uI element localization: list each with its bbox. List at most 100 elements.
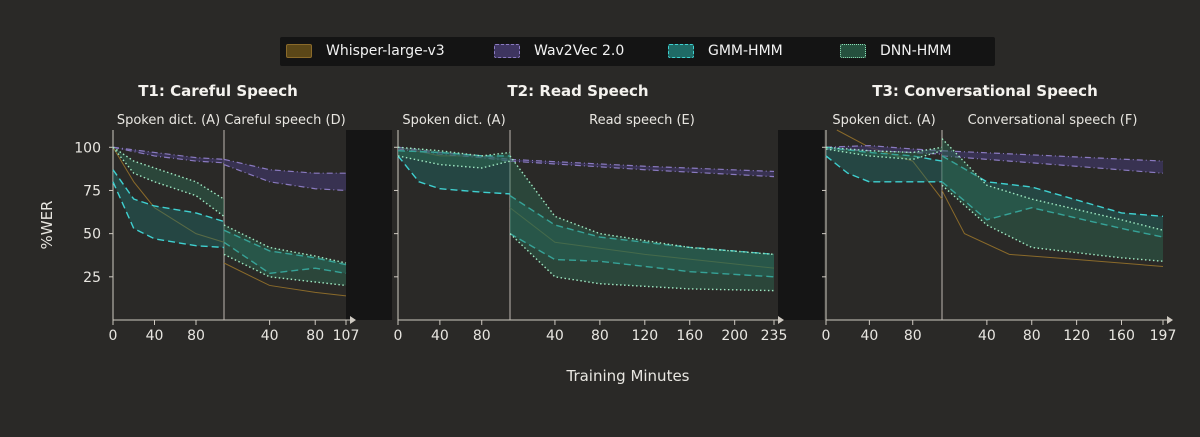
panel-3-title-rest: : Conversational Speech <box>893 82 1098 100</box>
series-upper-dnn-hmm <box>223 224 347 264</box>
panel-2-title-rest: : Read Speech <box>528 82 648 100</box>
x-tick-label: 120 <box>631 328 658 344</box>
series-line-whisper-large-v3 <box>836 129 943 200</box>
panel-3-x-arrow <box>1167 316 1173 324</box>
y-axis-title: %WER <box>38 201 56 250</box>
x-tick-label: 40 <box>261 328 279 344</box>
x-tick-label: 80 <box>591 328 609 344</box>
series-band-gmm-hmm <box>826 147 942 182</box>
series-lower-dnn-hmm <box>223 253 347 287</box>
series-lower-wav2vec-2-0 <box>509 160 775 178</box>
series-band-wav2vec-2-0 <box>510 159 774 177</box>
series-band-dnn-hmm <box>113 147 224 217</box>
series-lower-gmm-hmm <box>223 241 347 275</box>
x-tick-label: 80 <box>473 328 491 344</box>
legend-item-dnn: DNN-HMM <box>840 41 951 61</box>
panel-gap-1 <box>346 130 392 320</box>
x-tick-label: 80 <box>187 328 205 344</box>
series-upper-gmm-hmm <box>112 169 225 223</box>
series-lower-gmm-hmm <box>509 233 775 278</box>
x-tick-label: 107 <box>333 328 360 344</box>
panel-3-title-bold: T3 <box>872 82 893 100</box>
x-tick-label: 160 <box>1108 328 1135 344</box>
series-band-dnn-hmm <box>942 138 1163 262</box>
panel-2-title: T2: Read Speech <box>507 82 648 100</box>
x-tick-label: 235 <box>761 328 788 344</box>
panel-1-title-bold: T1 <box>138 82 159 100</box>
series-band-gmm-hmm <box>510 195 774 277</box>
series-line-whisper-large-v3 <box>941 190 1164 267</box>
series-line-whisper-large-v3 <box>223 262 347 297</box>
series-upper-wav2vec-2-0 <box>509 158 775 173</box>
panel-2-x-arrow <box>778 316 784 324</box>
legend-swatch-whisper <box>286 44 312 58</box>
x-tick-label: 200 <box>721 328 748 344</box>
legend-label-wav2vec: Wav2Vec 2.0 <box>534 43 625 59</box>
series-lower-gmm-hmm <box>825 155 942 183</box>
x-tick-label: 0 <box>109 328 118 344</box>
x-tick-label: 40 <box>146 328 164 344</box>
legend-swatch-gmm <box>668 44 694 58</box>
series-lower-gmm-hmm <box>397 155 511 195</box>
panel-2-segment-1-label: Spoken dict. (A) <box>402 113 505 128</box>
series-band-dnn-hmm <box>826 147 942 160</box>
x-tick-label: 40 <box>431 328 449 344</box>
series-band-dnn-hmm <box>224 225 346 286</box>
series-lower-gmm-hmm <box>112 181 225 249</box>
panel-2-segment-2-label: Read speech (E) <box>589 113 695 128</box>
series-upper-gmm-hmm <box>941 155 1164 218</box>
series-upper-wav2vec-2-0 <box>941 150 1164 162</box>
legend-swatch-wav2vec <box>494 44 520 58</box>
y-tick-label: 75 <box>83 183 101 199</box>
series-upper-gmm-hmm <box>223 229 347 266</box>
x-tick-label: 40 <box>978 328 996 344</box>
series-lower-dnn-hmm <box>397 155 511 169</box>
legend-item-whisper: Whisper-large-v3 <box>286 41 445 61</box>
x-tick-label: 80 <box>1023 328 1041 344</box>
series-upper-dnn-hmm <box>112 146 225 200</box>
series-upper-wav2vec-2-0 <box>223 158 346 174</box>
legend-label-whisper: Whisper-large-v3 <box>326 43 445 59</box>
panel-1-segment-2-label: Careful speech (D) <box>224 113 345 128</box>
x-axis-title: Training Minutes <box>565 367 689 385</box>
panel-3-segment-1-label: Spoken dict. (A) <box>832 113 935 128</box>
legend-label-gmm: GMM-HMM <box>708 43 783 59</box>
series-line-whisper-large-v3 <box>509 207 775 269</box>
panel-1-x-arrow <box>350 316 356 324</box>
legend-item-gmm: GMM-HMM <box>668 41 783 61</box>
panel-1-title-rest: : Careful Speech <box>159 82 298 100</box>
x-tick-label: 160 <box>676 328 703 344</box>
y-tick-label: 25 <box>83 270 101 286</box>
y-tick-label: 50 <box>83 227 101 243</box>
legend: Whisper-large-v3 Wav2Vec 2.0 GMM-HMM DNN… <box>280 37 995 66</box>
series-upper-dnn-hmm <box>397 146 511 157</box>
series-upper-gmm-hmm <box>825 146 943 162</box>
series-lower-wav2vec-2-0 <box>941 155 1164 174</box>
legend-item-wav2vec: Wav2Vec 2.0 <box>494 41 624 61</box>
x-tick-label: 120 <box>1063 328 1090 344</box>
x-tick-label: 80 <box>306 328 324 344</box>
panel-2-title-bold: T2 <box>507 82 528 100</box>
legend-swatch-dnn <box>840 44 866 58</box>
x-tick-label: 80 <box>904 328 922 344</box>
panel-3-title: T3: Conversational Speech <box>872 82 1098 100</box>
panel-3-segment-2-label: Conversational speech (F) <box>968 113 1138 128</box>
panel-1-title: T1: Careful Speech <box>138 82 298 100</box>
series-band-dnn-hmm <box>398 147 510 168</box>
series-upper-gmm-hmm <box>509 195 775 256</box>
series-upper-wav2vec-2-0 <box>825 144 943 152</box>
series-lower-gmm-hmm <box>941 181 1164 238</box>
legend-label-dnn: DNN-HMM <box>880 43 952 59</box>
series-band-wav2vec-2-0 <box>224 159 346 191</box>
x-tick-label: 40 <box>860 328 878 344</box>
y-tick-label: 100 <box>74 140 101 156</box>
x-tick-label: 197 <box>1150 328 1177 344</box>
panel-gap-2 <box>778 130 824 320</box>
panel-1-segment-1-label: Spoken dict. (A) <box>117 113 220 128</box>
x-tick-label: 0 <box>822 328 831 344</box>
series-upper-dnn-hmm <box>825 146 943 154</box>
series-band-wav2vec-2-0 <box>942 150 1163 174</box>
x-tick-label: 40 <box>546 328 564 344</box>
x-tick-label: 0 <box>394 328 403 344</box>
